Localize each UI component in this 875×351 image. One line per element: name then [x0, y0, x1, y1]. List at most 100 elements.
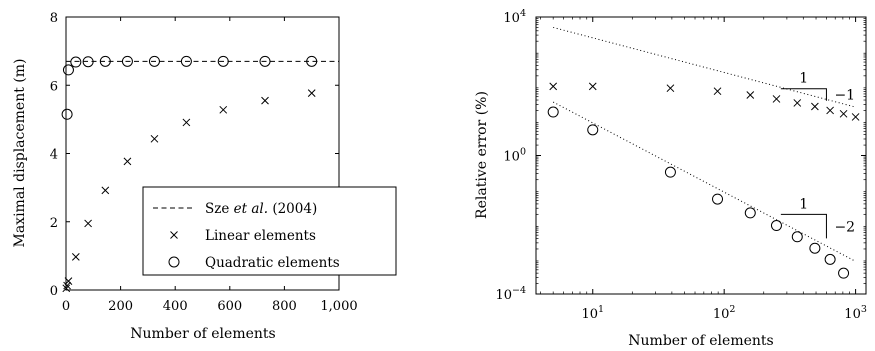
linear-point-left-1 — [63, 281, 71, 290]
linear-point-left-7 — [150, 134, 159, 143]
linear-point-right-0 — [549, 82, 558, 91]
linear-point-right-4 — [746, 91, 755, 99]
x-tick-label-left-0: 0 — [62, 299, 70, 314]
linear-point-left-5-b — [101, 186, 110, 195]
linear-point-left-10 — [261, 96, 269, 105]
linear-point-right-7 — [811, 102, 819, 111]
linear-point-right-10-b — [851, 113, 860, 121]
quadratic-point-right-4 — [744, 207, 756, 219]
y-tick-label-left-0: 0 — [50, 284, 58, 299]
x-tick-label-right-2: 103 — [844, 304, 867, 322]
slope-triangle-2: 1 −2 — [780, 196, 855, 239]
slope-run-label-2: 1 — [799, 196, 808, 212]
linear-point-right-3-b — [713, 87, 722, 96]
linear-point-right-6 — [793, 99, 802, 107]
quadratic-point-right-5 — [770, 220, 782, 232]
linear-point-left-6 — [123, 157, 132, 166]
linear-point-right-5 — [772, 95, 781, 103]
linear-point-left-9 — [219, 105, 228, 114]
linear-point-left-2-b — [64, 277, 73, 285]
linear-point-right-3 — [713, 87, 722, 96]
linear-point-right-5-b — [772, 95, 781, 103]
legend: Sze et al. (2004) Linear elements Quadra… — [142, 186, 397, 276]
y-axis-label-left: Maximal displacement (m) — [12, 59, 28, 248]
linear-point-right-9 — [839, 109, 848, 118]
quadratic-point-left-7 — [180, 55, 192, 67]
quadratic-point-right-9 — [838, 267, 850, 279]
quadratic-point-right-3 — [712, 193, 724, 205]
y-tick-label-left-1: 2 — [50, 216, 58, 231]
slope-triangle-lines-2 — [780, 213, 827, 239]
linear-point-left-9-b — [219, 105, 228, 114]
slope-triangle-lines-1 — [780, 88, 827, 101]
x-axis-label-right: Number of elements — [628, 333, 773, 349]
linear-point-left-11 — [307, 89, 316, 97]
legend-swatch-quadratic — [168, 256, 180, 268]
quadratic-point-left-6 — [148, 55, 160, 67]
legend-swatch-linear — [170, 231, 178, 239]
legend-box — [142, 186, 397, 276]
x-tick-label-left-3: 600 — [217, 299, 242, 314]
series-right — [547, 26, 860, 279]
chart-relative-error: 10−4 100 104 101 102 103 1 −1 1 −2 Number of el… — [474, 8, 867, 349]
y-tick-label-left-3: 6 — [50, 79, 58, 94]
x-tick-label-left-1: 200 — [108, 299, 133, 314]
slope-value-label-2: −2 — [834, 219, 855, 235]
quadratic-point-left-3 — [82, 56, 94, 68]
linear-point-left-7-b — [150, 134, 159, 143]
linear-point-right-7-b — [811, 102, 819, 111]
quadratic-point-left-2 — [70, 56, 82, 68]
x-ticks-right: 101 102 103 — [540, 17, 867, 322]
linear-point-right-2-b — [666, 84, 675, 93]
quadratic-point-left-1 — [62, 64, 74, 76]
linear-point-right-6-b — [793, 99, 802, 107]
quadratic-point-right-7 — [809, 242, 821, 254]
x-axis-label-left: Number of elements — [130, 326, 275, 342]
quadratic-point-right-8 — [824, 253, 836, 265]
x-tick-label-right-0: 101 — [581, 304, 604, 322]
quadratic-point-left-5 — [121, 55, 133, 67]
linear-point-left-3-b — [71, 253, 80, 261]
linear-point-left-3 — [71, 253, 80, 261]
quadratic-point-left-9 — [259, 55, 271, 67]
x-ticks-left: 0 200 400 600 800 1,000 — [62, 17, 358, 314]
linear-point-left-1-b — [63, 281, 71, 290]
y-axis-label-right: Relative error (%) — [474, 91, 490, 219]
legend-x-marker — [170, 231, 178, 239]
linear-point-right-9-b — [839, 109, 848, 118]
slope-run-label-1: 1 — [799, 71, 808, 87]
linear-point-left-6-b — [123, 157, 132, 166]
legend-label-quadratic: Quadratic elements — [205, 255, 340, 271]
quadratic-point-right-1 — [587, 124, 599, 136]
linear-point-right-1 — [588, 82, 597, 91]
x-tick-label-left-2: 400 — [163, 299, 188, 314]
linear-point-left-2 — [64, 277, 73, 285]
linear-point-left-0 — [62, 284, 71, 293]
quadratic-point-left-0 — [61, 108, 73, 120]
slope-triangle-1: 1 −1 — [780, 71, 855, 104]
linear-point-right-4-b — [746, 91, 755, 99]
quadratic-point-left-4 — [99, 55, 111, 67]
y-tick-label-right-1: 100 — [503, 147, 526, 165]
linear-point-left-4-b — [84, 219, 92, 228]
quadratic-point-right-2 — [664, 166, 676, 178]
linear-point-left-5 — [101, 186, 110, 195]
linear-point-right-8-b — [826, 106, 834, 115]
y-tick-label-right-0: 10−4 — [495, 285, 526, 303]
linear-point-left-10-b — [261, 96, 269, 105]
x-tick-label-left-5: 1,000 — [320, 299, 357, 314]
linear-point-left-4 — [84, 219, 92, 228]
linear-point-left-0-b — [62, 284, 71, 293]
quadratic-point-left-8 — [217, 55, 229, 67]
chart-displacement: 0 2 4 6 8 0 200 400 600 800 1,000 Number of eleme… — [12, 11, 397, 342]
quadratic-point-right-0 — [547, 106, 559, 118]
linear-point-right-1-b — [588, 82, 597, 91]
x-tick-label-right-1: 102 — [713, 304, 736, 322]
linear-point-right-8 — [826, 106, 834, 115]
y-tick-label-right-2: 104 — [503, 8, 526, 26]
x-tick-label-left-4: 800 — [272, 299, 297, 314]
quadratic-point-left-10 — [306, 55, 318, 67]
linear-point-right-0-b — [549, 82, 558, 91]
legend-x-marker-b — [170, 231, 178, 239]
